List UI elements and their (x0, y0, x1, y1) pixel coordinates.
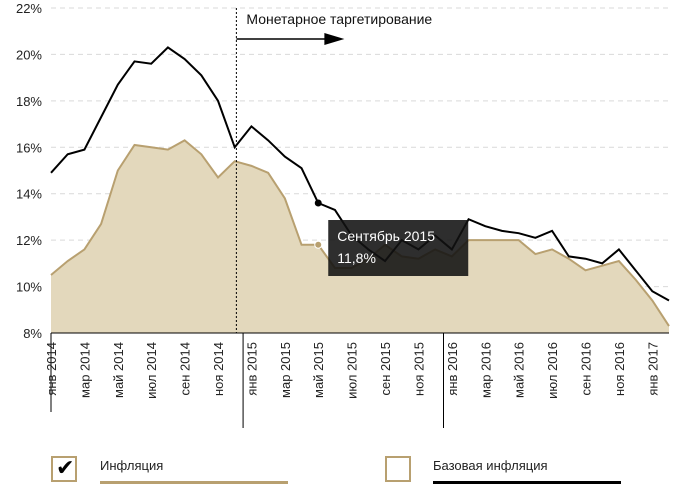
axes: 8% 10% 12% 14% 16% 18% 20% 22% янв 2014 мар 2014 м… (16, 1, 669, 428)
area-inflation (51, 140, 669, 333)
x-tick-label: май 2016 (512, 342, 527, 398)
x-tick-label: мар 2016 (478, 342, 493, 398)
y-tick-label: 8% (23, 326, 42, 341)
x-tick-label: янв 2016 (445, 342, 460, 396)
y-tick-label: 10% (16, 280, 42, 295)
y-tick-label: 14% (16, 187, 42, 202)
x-tick-label: мар 2015 (278, 342, 293, 398)
x-tick-label: ноя 2015 (411, 342, 426, 396)
y-tick-label: 20% (16, 47, 42, 62)
legend-swatch-inflation (100, 481, 288, 484)
x-tick-label: сен 2015 (378, 342, 393, 395)
x-tick-label: ноя 2016 (612, 342, 627, 396)
legend-label-core-inflation: Базовая инфляция (433, 458, 548, 473)
tooltip-marker-core-inflation (314, 199, 322, 207)
legend-swatch-core-inflation (433, 481, 621, 484)
y-tick-label: 18% (16, 94, 42, 109)
y-tick-label: 12% (16, 233, 42, 248)
x-tick-label: май 2015 (311, 342, 326, 398)
x-tick-label: янв 2014 (44, 342, 59, 396)
legend-checkbox-core-inflation[interactable] (385, 456, 411, 482)
tooltip: Сентябрь 2015 11,8% (314, 199, 469, 276)
y-tick-label: 16% (16, 140, 42, 155)
legend-checkbox-inflation[interactable]: ✔ (51, 455, 77, 482)
checkmark-icon: ✔ (56, 455, 75, 480)
x-tick-label: июл 2015 (345, 342, 360, 399)
x-tick-label: май 2014 (111, 342, 126, 398)
arrow-right-icon (324, 33, 345, 45)
x-tick-label: мар 2014 (77, 342, 92, 398)
x-tick-label: июл 2014 (144, 342, 159, 399)
tooltip-value: 11,8% (337, 250, 376, 266)
series-layer (50, 46, 670, 333)
y-tick-label: 22% (16, 1, 42, 16)
x-tick-label: сен 2016 (578, 342, 593, 395)
annotation-label: Монетарное таргетирование (246, 11, 432, 27)
tooltip-marker-inflation (314, 240, 323, 249)
legend-label-inflation: Инфляция (100, 458, 164, 473)
tooltip-title: Сентябрь 2015 (337, 228, 435, 244)
x-tick-label: янв 2015 (244, 342, 259, 396)
annotation: Монетарное таргетирование (235, 8, 432, 333)
x-tick-label: сен 2014 (178, 342, 193, 395)
x-tick-label: июл 2016 (545, 342, 560, 399)
x-tick-label: ноя 2014 (211, 342, 226, 396)
tooltip-box (328, 220, 469, 276)
x-tick-label: янв 2017 (645, 342, 660, 396)
